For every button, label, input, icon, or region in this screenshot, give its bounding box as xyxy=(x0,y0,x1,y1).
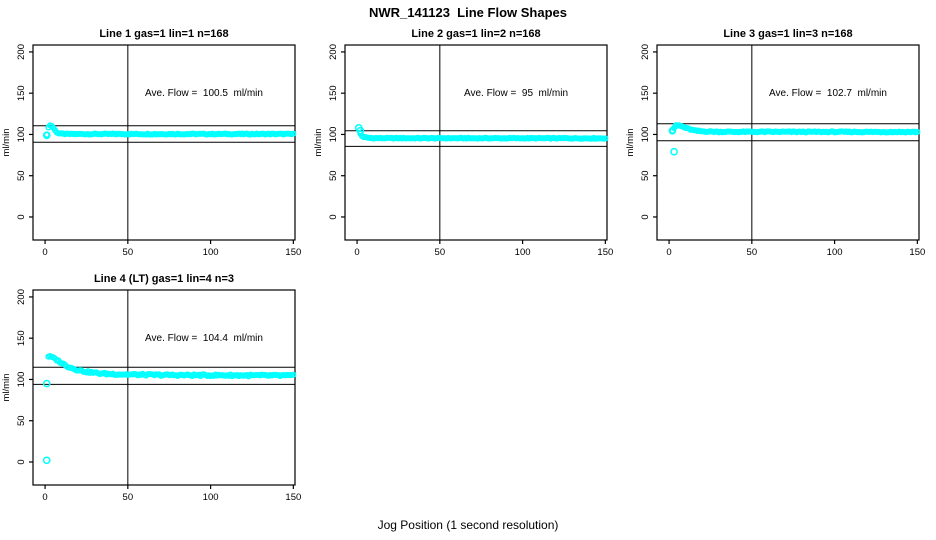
x-axis-ticks: 0 50 100 150 xyxy=(354,240,613,258)
y-axis-ticks: 0 50 100 150 200 xyxy=(16,44,33,220)
annotation-ave-flow: Ave. Flow = 102.7 ml/min xyxy=(769,88,887,99)
y-tick-label: 0 xyxy=(640,214,651,219)
y-tick-label: 200 xyxy=(16,289,27,305)
y-axis-ticks: 0 50 100 150 200 xyxy=(328,44,345,220)
subplot-2: Line 2 gas=1 lin=2 n=168 0 50 100 150 0 50 100 1… xyxy=(312,22,624,267)
panel-title: Line 1 gas=1 lin=1 n=168 xyxy=(99,28,228,40)
y-tick-label: 200 xyxy=(640,44,651,60)
y-tick-label: 50 xyxy=(16,415,27,426)
y-tick-label: 100 xyxy=(16,127,27,143)
plot-box xyxy=(656,44,920,241)
data-point xyxy=(914,128,921,135)
x-tick-label: 150 xyxy=(909,247,925,258)
x-tick-label: 0 xyxy=(666,247,671,258)
y-tick-label: 150 xyxy=(640,85,651,101)
y-axis-label-ml-min: ml/min xyxy=(625,129,636,157)
plot-box xyxy=(344,44,608,241)
y-axis-label-ml-min: ml/min xyxy=(1,374,12,402)
y-axis-ticks: 0 50 100 150 200 xyxy=(640,44,657,220)
subplot-3: Line 3 gas=1 lin=3 n=168 0 50 100 150 0 50 100 1… xyxy=(624,22,936,267)
subplot-svg-2: Line 2 gas=1 lin=2 n=168 0 50 100 150 0 50 100 1… xyxy=(313,28,613,258)
chart-title: NWR_141123 Line Flow Shapes xyxy=(369,5,567,20)
data-points xyxy=(668,122,921,156)
y-tick-label: 150 xyxy=(16,85,27,101)
y-tick-label: 0 xyxy=(328,214,339,219)
x-tick-label: 0 xyxy=(354,247,359,258)
plot-box xyxy=(32,289,296,486)
annotation-ave-flow: Ave. Flow = 95 ml/min xyxy=(464,88,568,99)
data-point xyxy=(602,135,609,142)
outlier-point xyxy=(668,126,677,135)
y-tick-label: 100 xyxy=(328,127,339,143)
y-tick-label: 200 xyxy=(16,44,27,60)
x-tick-label: 100 xyxy=(827,247,843,258)
panel-title: Line 2 gas=1 lin=2 n=168 xyxy=(411,28,540,40)
y-axis-label-ml-min: ml/min xyxy=(1,129,12,157)
x-tick-label: 150 xyxy=(285,247,301,258)
subplot-4: Line 4 (LT) gas=1 lin=4 n=3 0 50 100 150 0 50 1… xyxy=(0,267,312,512)
x-tick-label: 100 xyxy=(203,492,219,503)
data-points xyxy=(42,122,297,140)
x-axis-ticks: 0 50 100 150 xyxy=(42,240,301,258)
x-tick-label: 50 xyxy=(123,247,134,258)
subplot-svg-1: Line 1 gas=1 lin=1 n=168 0 50 100 150 0 50 100 1… xyxy=(1,28,301,258)
y-axis-label-ml-min: ml/min xyxy=(313,129,324,157)
subplot-svg-3: Line 3 gas=1 lin=3 n=168 0 50 100 150 0 50 100 1… xyxy=(625,28,925,258)
x-axis-label: Jog Position (1 second resolution) xyxy=(377,518,559,532)
panel-title: Line 4 (LT) gas=1 lin=4 n=3 xyxy=(94,273,234,285)
x-tick-label: 50 xyxy=(123,492,134,503)
y-tick-label: 50 xyxy=(640,170,651,181)
annotation-ave-flow: Ave. Flow = 104.4 ml/min xyxy=(145,333,263,344)
outlier-point xyxy=(356,126,365,135)
y-tick-label: 200 xyxy=(328,44,339,60)
panel-title: Line 3 gas=1 lin=3 n=168 xyxy=(723,28,852,40)
y-axis-ticks: 0 50 100 150 200 xyxy=(16,289,33,465)
x-tick-label: 100 xyxy=(203,247,219,258)
subplot-svg-4: Line 4 (LT) gas=1 lin=4 n=3 0 50 100 150 0 50 1… xyxy=(1,273,301,503)
x-tick-label: 50 xyxy=(435,247,446,258)
x-tick-label: 0 xyxy=(42,247,47,258)
x-tick-label: 150 xyxy=(597,247,613,258)
y-tick-label: 150 xyxy=(16,330,27,346)
panels-grid: Line 1 gas=1 lin=1 n=168 0 50 100 150 0 50 100 1… xyxy=(0,22,936,512)
data-points xyxy=(354,124,609,142)
x-tick-label: 50 xyxy=(747,247,758,258)
y-tick-label: 150 xyxy=(328,85,339,101)
y-tick-label: 0 xyxy=(16,214,27,219)
outlier-point xyxy=(42,456,51,465)
x-tick-label: 150 xyxy=(285,492,301,503)
annotation-ave-flow: Ave. Flow = 100.5 ml/min xyxy=(145,88,263,99)
outlier-point xyxy=(42,131,51,140)
y-tick-label: 100 xyxy=(640,127,651,143)
y-tick-label: 50 xyxy=(328,170,339,181)
outlier-point xyxy=(42,379,51,388)
y-tick-label: 100 xyxy=(16,372,27,388)
data-point xyxy=(290,130,297,137)
y-tick-label: 0 xyxy=(16,459,27,464)
y-tick-label: 50 xyxy=(16,170,27,181)
x-axis-ticks: 0 50 100 150 xyxy=(42,485,301,503)
x-tick-label: 100 xyxy=(515,247,531,258)
x-axis-ticks: 0 50 100 150 xyxy=(666,240,925,258)
data-point xyxy=(290,371,297,378)
outlier-point xyxy=(670,147,678,156)
data-points xyxy=(42,352,297,465)
subplot-1: Line 1 gas=1 lin=1 n=168 0 50 100 150 0 50 100 1… xyxy=(0,22,312,267)
x-tick-label: 0 xyxy=(42,492,47,503)
